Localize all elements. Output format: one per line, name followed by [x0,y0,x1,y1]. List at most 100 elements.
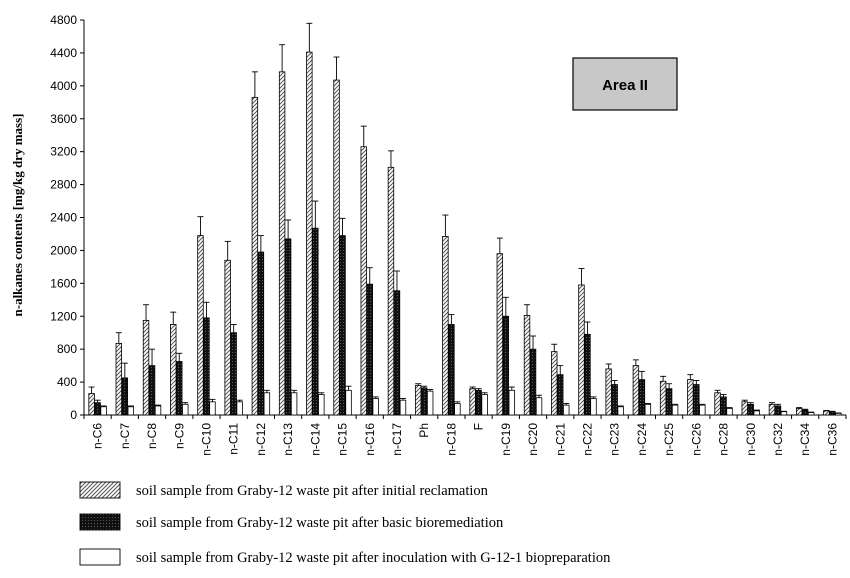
bar [170,324,177,416]
bar [236,401,243,416]
y-tick-label: 4400 [50,46,77,60]
x-tick-label: n-C15 [336,423,350,456]
bar [829,411,836,416]
bar [502,315,510,416]
x-tick-label: Ph [417,423,431,438]
bar [426,390,434,416]
bar [393,290,401,416]
bar [115,343,123,416]
bar [551,351,558,416]
bar [224,259,231,416]
x-tick-label: n-C26 [689,423,703,456]
bar [557,374,564,416]
bar [496,253,504,416]
legend: soil sample from Graby-12 waste pit afte… [79,481,611,566]
bar [318,394,325,416]
bar [632,365,640,416]
bar [442,236,449,416]
area-label-box: Area II [572,57,678,111]
bar [699,404,706,416]
y-tick-label: 3600 [50,112,77,126]
bar [148,365,156,416]
x-tick-label: n-C8 [145,423,159,449]
x-tick-label: n-C16 [363,423,377,456]
x-axis: n-C6 n-C7 n-C8 n-C9 n-C10 n-C11 n-C12 n-C13 n-C1… [83,414,847,456]
bar [807,412,815,416]
bar [578,284,585,416]
y-axis-label: n-alkanes contents [mg/kg dry mass] [10,114,25,317]
bar [209,401,216,416]
bar [671,404,679,416]
x-tick-label: n-C32 [771,423,785,456]
bars [88,22,842,416]
x-tick-label: n-C14 [308,423,322,456]
bar [339,235,346,416]
bar [747,403,754,416]
bar [611,384,618,416]
x-tick-label: n-C36 [825,423,839,456]
y-tick-label: 0 [70,408,77,422]
y-axis: 0 400 800 1200 1600 2000 2400 2800 3200 3600 4000 4… [50,13,85,422]
bar [714,392,721,416]
bar [230,332,237,416]
bar [753,410,760,416]
bar [333,79,340,416]
bar [100,406,107,416]
bar [454,403,461,416]
bar [88,393,95,416]
bar [481,394,488,416]
x-tick-label: n-C20 [526,423,540,456]
y-tick-label: 4000 [50,79,77,93]
x-tick-label: F [472,423,486,430]
bar [127,406,135,416]
bar [665,388,673,416]
y-tick-label: 2800 [50,178,77,192]
bar [251,96,259,416]
bar [529,348,537,416]
bar [154,405,162,416]
bar [203,317,210,416]
bar [278,71,286,416]
area-label: Area II [602,77,648,94]
bar [312,227,319,416]
x-tick-label: n-C12 [254,423,268,456]
bar [420,387,428,416]
bar [563,404,570,416]
bar [399,399,407,416]
x-tick-label: n-C11 [227,423,241,455]
bar [372,398,379,416]
bar [508,389,516,416]
x-tick-label: n-C6 [91,423,105,449]
x-tick-label: n-C22 [580,423,594,456]
bar [176,361,183,416]
bar [795,408,803,416]
bar [720,396,727,416]
x-tick-label: n-C21 [553,423,567,456]
bar [290,392,298,416]
legend-label: soil sample from Graby-12 waste pit afte… [136,483,489,499]
x-tick-label: n-C23 [608,423,622,456]
bar [523,315,531,416]
x-tick-label: n-C7 [118,423,132,449]
legend-swatch [79,481,121,499]
bar [687,379,694,416]
x-tick-label: n-C30 [744,423,758,456]
bar [263,392,271,416]
bar [780,411,788,416]
bar [605,368,612,416]
y-tick-label: 2400 [50,211,77,225]
bar [617,406,624,416]
bar [387,166,395,416]
bar [94,402,101,416]
bar [774,405,782,416]
y-tick-label: 1600 [50,276,77,290]
bar [590,398,597,416]
bar [768,403,776,416]
x-tick-label: n-C17 [390,423,404,456]
bar [638,379,646,416]
bar [257,251,265,416]
bar [366,283,373,416]
bar [823,410,830,416]
